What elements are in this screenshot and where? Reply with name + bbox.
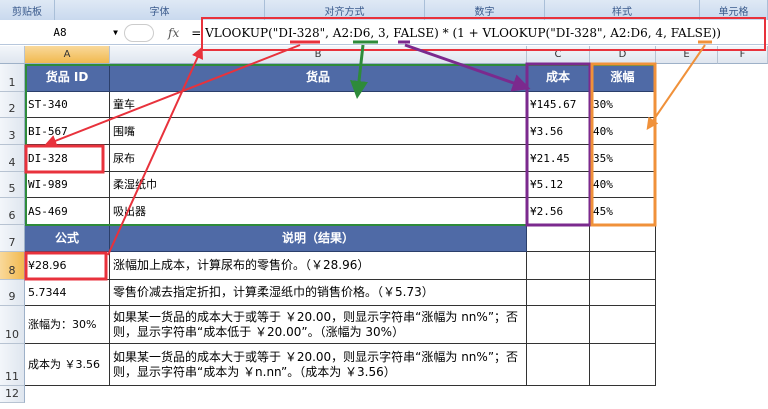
examples-header-formula[interactable]: 公式 bbox=[25, 225, 110, 252]
formula-input[interactable]: = VLOOKUP("DI-328", A2:D6, 3, FALSE) * (… bbox=[191, 25, 721, 40]
ribbon-group-cells[interactable]: 单元格 bbox=[700, 0, 768, 20]
group-label: 样式 bbox=[612, 6, 632, 18]
fx-icon[interactable]: fx bbox=[168, 25, 180, 40]
empty-cell[interactable] bbox=[590, 344, 656, 386]
name-box-value: A8 bbox=[53, 26, 67, 39]
table-cell[interactable]: 柔湿纸巾 bbox=[110, 172, 527, 198]
empty-cell[interactable] bbox=[590, 280, 656, 306]
table-cell[interactable]: ¥5.12 bbox=[527, 172, 590, 198]
row-header-4[interactable]: 4 bbox=[0, 145, 25, 172]
row-header-9[interactable]: 9 bbox=[0, 280, 25, 306]
chevron-down-icon[interactable]: ▼ bbox=[113, 28, 118, 37]
empty-cell[interactable] bbox=[527, 252, 590, 280]
empty-cell[interactable] bbox=[527, 225, 590, 252]
row-header-3[interactable]: 3 bbox=[0, 118, 25, 145]
row-header-1[interactable]: 1 bbox=[0, 64, 25, 92]
formula-bar-separator[interactable] bbox=[124, 23, 154, 42]
ribbon-group-styles[interactable]: 样式 bbox=[545, 0, 700, 20]
table-cell[interactable]: 吸出器 bbox=[110, 198, 527, 225]
column-header-F[interactable]: F bbox=[718, 46, 768, 64]
table-header-cell[interactable]: 货品 bbox=[110, 64, 527, 92]
group-label: 字体 bbox=[149, 6, 170, 18]
table-header-cell[interactable]: 货品 ID bbox=[25, 64, 110, 92]
row-header-7[interactable]: 7 bbox=[0, 225, 25, 252]
group-label: 对齐方式 bbox=[324, 6, 365, 18]
example-result-cell[interactable]: ¥28.96 bbox=[25, 252, 110, 280]
empty-cell[interactable] bbox=[590, 252, 656, 280]
example-result-cell[interactable]: 5.7344 bbox=[25, 280, 110, 306]
empty-cell[interactable] bbox=[527, 344, 590, 386]
table-cell[interactable]: AS-469 bbox=[25, 198, 110, 225]
table-cell[interactable]: ST-340 bbox=[25, 92, 110, 118]
empty-cell[interactable] bbox=[527, 306, 590, 344]
empty-cell[interactable] bbox=[590, 225, 656, 252]
empty-cell[interactable] bbox=[590, 306, 656, 344]
table-cell[interactable]: DI-328 bbox=[25, 145, 110, 172]
table-cell[interactable]: 30% bbox=[590, 92, 656, 118]
table-cell[interactable]: ¥2.56 bbox=[527, 198, 590, 225]
example-description-cell[interactable]: 涨幅加上成本，计算尿布的零售价。（￥28.96） bbox=[110, 252, 527, 280]
empty-cell[interactable] bbox=[527, 280, 590, 306]
group-label: 剪贴板 bbox=[12, 6, 42, 18]
table-cell[interactable]: 40% bbox=[590, 118, 656, 145]
table-cell[interactable]: 40% bbox=[590, 172, 656, 198]
select-all-corner[interactable] bbox=[0, 46, 25, 64]
table-cell[interactable]: 围嘴 bbox=[110, 118, 527, 145]
ribbon-group-labels: 剪贴板 字体 对齐方式 数字 样式 单元格 bbox=[0, 0, 768, 20]
examples-header-description[interactable]: 说明（结果） bbox=[110, 225, 527, 252]
example-description-cell[interactable]: 零售价减去指定折扣，计算柔湿纸巾的销售价格。（￥5.73） bbox=[110, 280, 527, 306]
table-cell[interactable]: 童车 bbox=[110, 92, 527, 118]
row-header-12[interactable]: 12 bbox=[0, 386, 25, 403]
ribbon-group-font[interactable]: 字体 bbox=[55, 0, 265, 20]
example-description-cell[interactable]: 如果某一货品的成本大于或等于 ￥20.00，则显示字符串“涨幅为 nn%”；否则… bbox=[110, 306, 527, 344]
row-header-6[interactable]: 6 bbox=[0, 198, 25, 225]
row-header-5[interactable]: 5 bbox=[0, 172, 25, 198]
column-header-C[interactable]: C bbox=[527, 46, 590, 64]
group-label: 单元格 bbox=[718, 6, 749, 18]
row-header-2[interactable]: 2 bbox=[0, 92, 25, 118]
group-label: 数字 bbox=[474, 6, 495, 18]
ribbon-group-number[interactable]: 数字 bbox=[425, 0, 545, 20]
row-header-8[interactable]: 8 bbox=[0, 252, 25, 280]
table-cell[interactable]: 35% bbox=[590, 145, 656, 172]
formula-bar: A8 ▼ fx = VLOOKUP("DI-328", A2:D6, 3, FAL… bbox=[0, 21, 768, 45]
example-result-cell[interactable]: 涨幅为：30% bbox=[25, 306, 110, 344]
column-header-A[interactable]: A bbox=[25, 46, 110, 64]
column-header-E[interactable]: E bbox=[656, 46, 718, 64]
table-header-cell[interactable]: 成本 bbox=[527, 64, 590, 92]
table-cell[interactable]: ¥145.67 bbox=[527, 92, 590, 118]
table-cell[interactable]: ¥3.56 bbox=[527, 118, 590, 145]
table-header-cell[interactable]: 涨幅 bbox=[590, 64, 656, 92]
name-box[interactable]: A8 ▼ bbox=[0, 23, 120, 43]
row-header-11[interactable]: 11 bbox=[0, 344, 25, 386]
table-cell[interactable]: 45% bbox=[590, 198, 656, 225]
column-header-B[interactable]: B bbox=[110, 46, 527, 64]
column-header-D[interactable]: D bbox=[590, 46, 656, 64]
example-result-cell[interactable]: 成本为 ￥3.56 bbox=[25, 344, 110, 386]
ribbon-group-alignment[interactable]: 对齐方式 bbox=[265, 0, 425, 20]
table-cell[interactable]: 尿布 bbox=[110, 145, 527, 172]
example-description-cell[interactable]: 如果某一货品的成本大于或等于 ￥20.00，则显示字符串“涨幅为 nn%”；否则… bbox=[110, 344, 527, 386]
row-header-10[interactable]: 10 bbox=[0, 306, 25, 344]
table-cell[interactable]: BI-567 bbox=[25, 118, 110, 145]
table-cell[interactable]: WI-989 bbox=[25, 172, 110, 198]
ribbon-group-clipboard[interactable]: 剪贴板 bbox=[0, 0, 55, 20]
table-cell[interactable]: ¥21.45 bbox=[527, 145, 590, 172]
